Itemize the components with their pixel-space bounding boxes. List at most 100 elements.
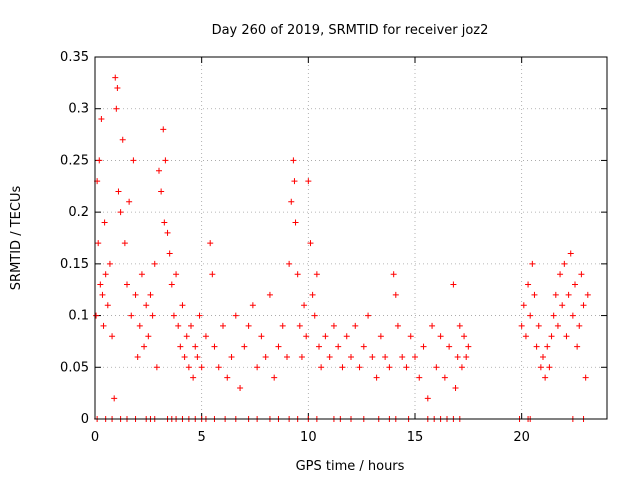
data-point bbox=[188, 322, 194, 329]
x-axis-label: GPS time / hours bbox=[296, 459, 405, 474]
data-point bbox=[241, 343, 248, 350]
data-point bbox=[179, 302, 186, 309]
data-point bbox=[296, 322, 303, 329]
data-point bbox=[390, 271, 397, 278]
data-point bbox=[198, 364, 205, 371]
data-point bbox=[394, 322, 401, 329]
data-point bbox=[303, 333, 310, 340]
data-point bbox=[559, 302, 566, 309]
data-point bbox=[424, 395, 431, 402]
data-point bbox=[162, 157, 169, 164]
data-point bbox=[569, 312, 576, 319]
data-point bbox=[290, 157, 297, 164]
data-point bbox=[360, 343, 367, 350]
data-point bbox=[433, 364, 440, 371]
data-point bbox=[138, 271, 145, 278]
data-point bbox=[258, 333, 265, 340]
data-point bbox=[132, 291, 139, 298]
data-point bbox=[126, 198, 133, 205]
data-point bbox=[548, 333, 555, 340]
data-point bbox=[202, 333, 209, 340]
data-point bbox=[557, 271, 564, 278]
data-point bbox=[175, 322, 182, 329]
data-point bbox=[386, 364, 393, 371]
data-point bbox=[262, 353, 269, 360]
data-point bbox=[330, 322, 337, 329]
data-point bbox=[117, 209, 124, 216]
data-point bbox=[537, 364, 544, 371]
data-point bbox=[533, 343, 540, 350]
data-point bbox=[121, 240, 128, 247]
data-point bbox=[145, 333, 152, 340]
data-point bbox=[301, 302, 308, 309]
data-point bbox=[141, 343, 148, 350]
data-point bbox=[307, 240, 314, 247]
data-point bbox=[352, 322, 359, 329]
y-tick-label: 0.05 bbox=[60, 360, 89, 375]
data-point bbox=[168, 281, 175, 288]
data-point bbox=[574, 343, 581, 350]
data-point bbox=[211, 343, 218, 350]
data-point bbox=[196, 312, 203, 319]
data-point bbox=[322, 333, 329, 340]
data-point bbox=[403, 364, 410, 371]
data-point bbox=[542, 374, 549, 381]
data-point bbox=[166, 250, 173, 257]
data-point bbox=[185, 364, 192, 371]
data-point bbox=[158, 188, 165, 195]
data-point bbox=[249, 302, 256, 309]
y-axis-label: SRMTID / TECUs bbox=[9, 186, 24, 291]
data-point bbox=[164, 229, 171, 236]
data-point bbox=[399, 353, 406, 360]
data-point bbox=[288, 198, 295, 205]
data-point bbox=[153, 364, 160, 371]
data-point bbox=[115, 188, 122, 195]
data-point bbox=[309, 291, 316, 298]
data-point bbox=[161, 219, 168, 226]
data-point bbox=[554, 322, 561, 329]
data-point bbox=[348, 353, 354, 360]
data-point bbox=[298, 353, 305, 360]
data-point bbox=[173, 271, 180, 278]
data-point bbox=[458, 364, 465, 371]
data-point bbox=[292, 219, 299, 226]
data-point bbox=[563, 333, 570, 340]
data-point bbox=[335, 343, 342, 350]
y-tick-label: 0.25 bbox=[60, 153, 89, 168]
data-point bbox=[416, 374, 423, 381]
data-point bbox=[275, 343, 282, 350]
data-point bbox=[578, 271, 585, 278]
data-point bbox=[228, 353, 235, 360]
data-point bbox=[316, 343, 322, 350]
data-point bbox=[177, 343, 184, 350]
x-tick-label: 15 bbox=[407, 430, 424, 445]
data-point bbox=[119, 136, 126, 143]
data-point bbox=[465, 343, 472, 350]
data-point bbox=[441, 374, 448, 381]
data-point bbox=[207, 240, 214, 247]
data-point bbox=[100, 322, 107, 329]
data-point bbox=[156, 167, 162, 174]
data-point bbox=[546, 364, 553, 371]
data-point bbox=[147, 291, 154, 298]
data-point bbox=[369, 353, 376, 360]
data-point bbox=[101, 219, 108, 226]
data-points bbox=[93, 74, 591, 422]
data-point bbox=[450, 281, 457, 288]
data-point bbox=[106, 260, 113, 267]
data-point bbox=[245, 322, 252, 329]
data-point bbox=[104, 302, 111, 309]
x-tick-label: 10 bbox=[300, 430, 317, 445]
data-point bbox=[286, 260, 293, 267]
data-point bbox=[552, 291, 559, 298]
data-point bbox=[531, 291, 538, 298]
data-point bbox=[237, 384, 244, 391]
data-point bbox=[266, 291, 273, 298]
data-point bbox=[95, 240, 102, 247]
data-point bbox=[377, 333, 384, 340]
data-point bbox=[437, 333, 444, 340]
y-tick-label: 0.35 bbox=[60, 50, 89, 65]
data-point bbox=[136, 322, 143, 329]
plot-frame bbox=[94, 56, 608, 420]
data-point bbox=[151, 260, 158, 267]
